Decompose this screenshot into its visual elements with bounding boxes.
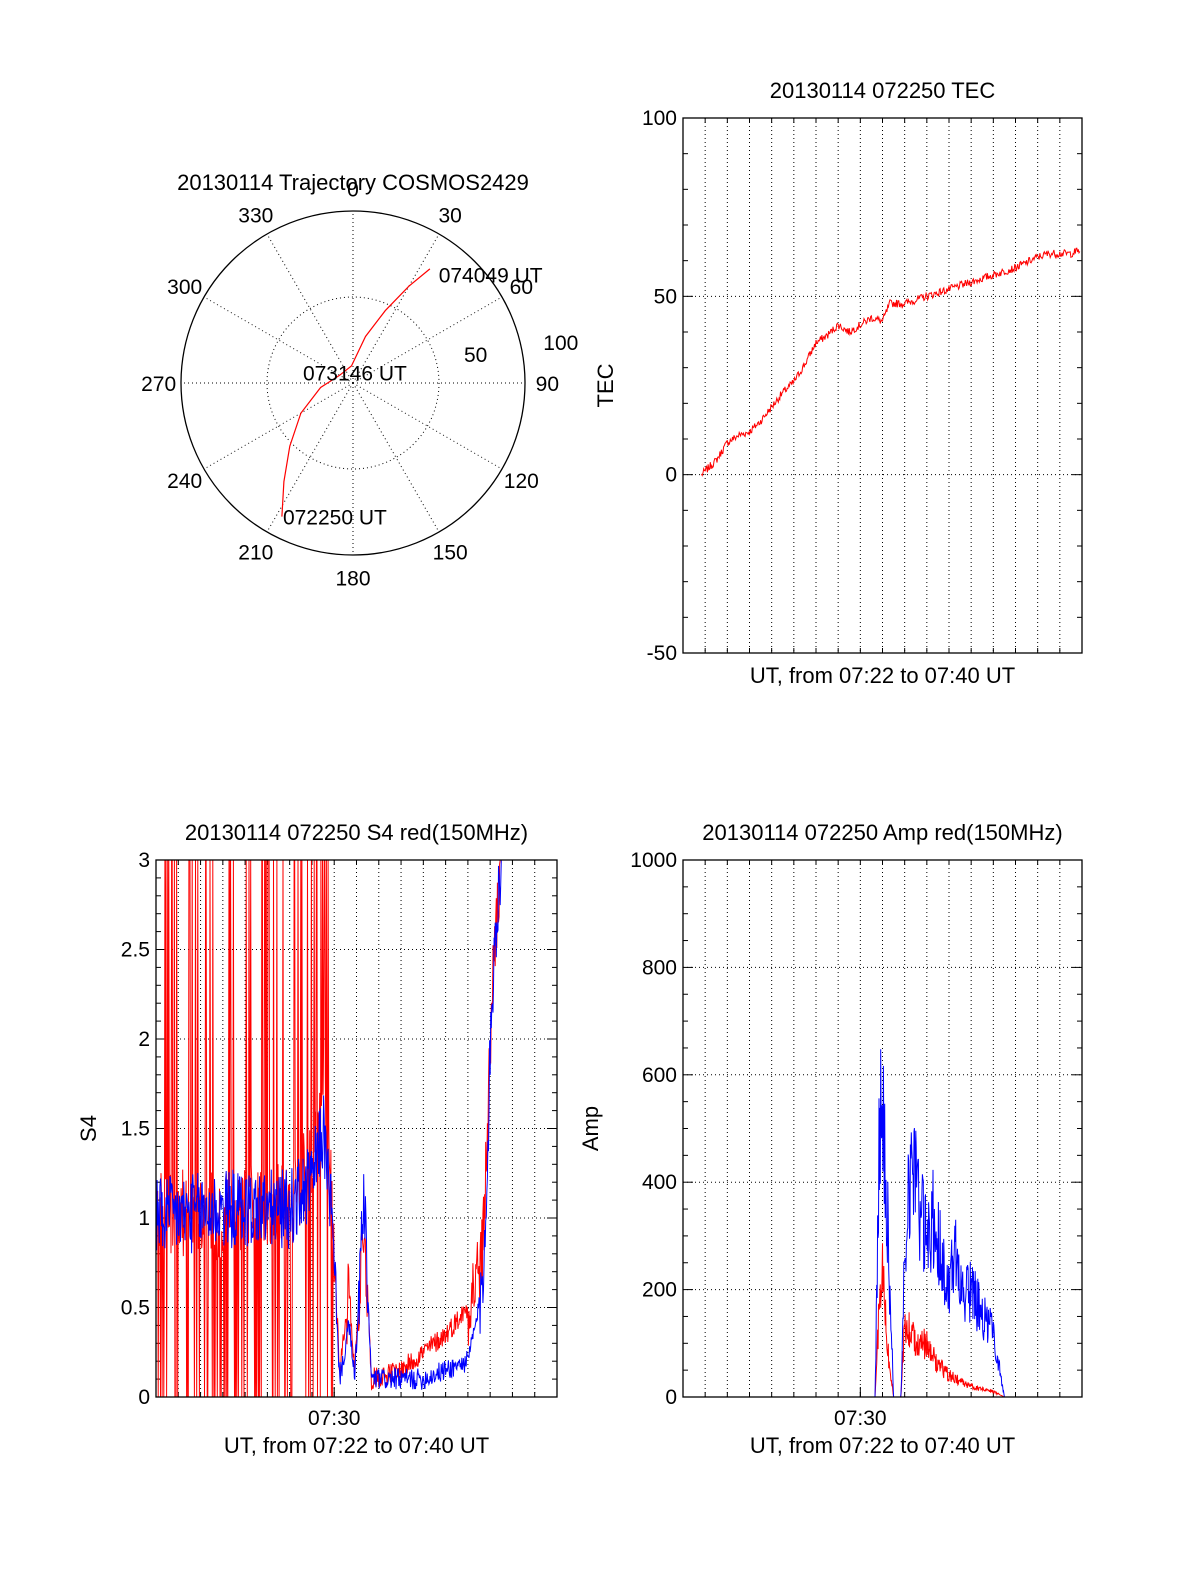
polar-spoke — [203, 296, 354, 384]
x-axis-label: UT, from 07:22 to 07:40 UT — [750, 663, 1015, 688]
y-tick-label: 200 — [642, 1279, 677, 1302]
polar-outer-circle — [180, 210, 526, 556]
y-tick-label: 0.5 — [121, 1297, 150, 1320]
polar-spoke — [266, 382, 354, 533]
azimuth-label: 300 — [167, 276, 202, 299]
plot-frame — [682, 117, 1083, 654]
polar-spoke — [352, 382, 440, 533]
y-axis-label: Amp — [578, 1106, 603, 1151]
polar-spoke — [352, 233, 440, 384]
trajectory-annotation: 072250 UT — [283, 507, 387, 530]
y-tick-label: 0 — [665, 464, 677, 487]
x-tick-label: 07:30 — [834, 1407, 887, 1430]
y-tick-label: 2.5 — [121, 939, 150, 962]
radial-label: 50 — [464, 344, 487, 367]
plot-frame — [682, 859, 1083, 1398]
series-line-red — [155, 859, 502, 1398]
azimuth-label: 120 — [504, 470, 539, 493]
tec-chart: -50 0 50 100 20130114 072250 TEC UT, from 07:… — [593, 78, 1083, 688]
chart-title: 20130114 072250 Amp red(150MHz) — [702, 820, 1062, 845]
azimuth-label: 270 — [141, 373, 176, 396]
trajectory-annotation: 073146 UT — [303, 363, 407, 386]
polar-spoke — [352, 296, 503, 384]
x-axis-label: UT, from 07:22 to 07:40 UT — [750, 1433, 1015, 1458]
y-tick-label: 2 — [138, 1028, 150, 1051]
y-tick-label: 0 — [665, 1386, 677, 1409]
azimuth-label: 330 — [238, 205, 273, 228]
y-tick-label: 50 — [654, 285, 677, 308]
polar-grid-circle — [266, 296, 440, 470]
y-tick-label: 400 — [642, 1171, 677, 1194]
amp-chart: 0 200 400 600 800 1000 07:30 20130114 072250 Am… — [578, 820, 1083, 1458]
chart-title: 20130114 072250 TEC — [770, 78, 996, 103]
plot-frame — [155, 859, 558, 1398]
azimuth-label: 90 — [536, 373, 559, 396]
y-tick-label: 800 — [642, 956, 677, 979]
s4-chart: 0 0.5 1 1.5 2 2.5 3 07:30 20130114 072250 S4 red… — [76, 820, 558, 1458]
y-axis-label: TEC — [593, 363, 618, 407]
y-tick-label: 0 — [138, 1386, 150, 1409]
radial-label: 100 — [543, 332, 578, 355]
trajectory-polar-chart: 0 30 60 90 120 150 180 210 240 270 300 330 50 100 0740… — [141, 170, 578, 590]
azimuth-label: 30 — [439, 205, 462, 228]
y-tick-label: 1000 — [630, 849, 677, 872]
azimuth-label: 180 — [335, 567, 370, 590]
x-tick-label: 07:30 — [308, 1407, 361, 1430]
azimuth-label: 150 — [433, 541, 468, 564]
y-axis-label: S4 — [76, 1115, 101, 1142]
y-tick-label: 1 — [138, 1207, 150, 1230]
trajectory-annotation: 074049 UT — [439, 265, 543, 288]
x-axis-label: UT, from 07:22 to 07:40 UT — [224, 1433, 489, 1458]
trajectory-line — [281, 268, 431, 517]
y-tick-label: 3 — [138, 849, 150, 872]
azimuth-label: 0 — [347, 179, 359, 202]
chart-title: 20130114 072250 S4 red(150MHz) — [185, 820, 528, 845]
series-line-red — [701, 247, 1081, 477]
polar-spoke — [203, 382, 354, 470]
polar-spoke — [352, 382, 503, 470]
azimuth-label: 240 — [167, 470, 202, 493]
chart-title: 20130114 Trajectory COSMOS2429 — [177, 170, 529, 195]
y-tick-label: -50 — [647, 642, 677, 665]
azimuth-label: 60 — [510, 276, 533, 299]
y-tick-label: 600 — [642, 1064, 677, 1087]
y-tick-label: 100 — [642, 107, 677, 130]
series-line-blue — [155, 859, 502, 1390]
y-tick-label: 1.5 — [121, 1118, 150, 1141]
polar-spoke — [266, 233, 354, 384]
azimuth-label: 210 — [238, 541, 273, 564]
